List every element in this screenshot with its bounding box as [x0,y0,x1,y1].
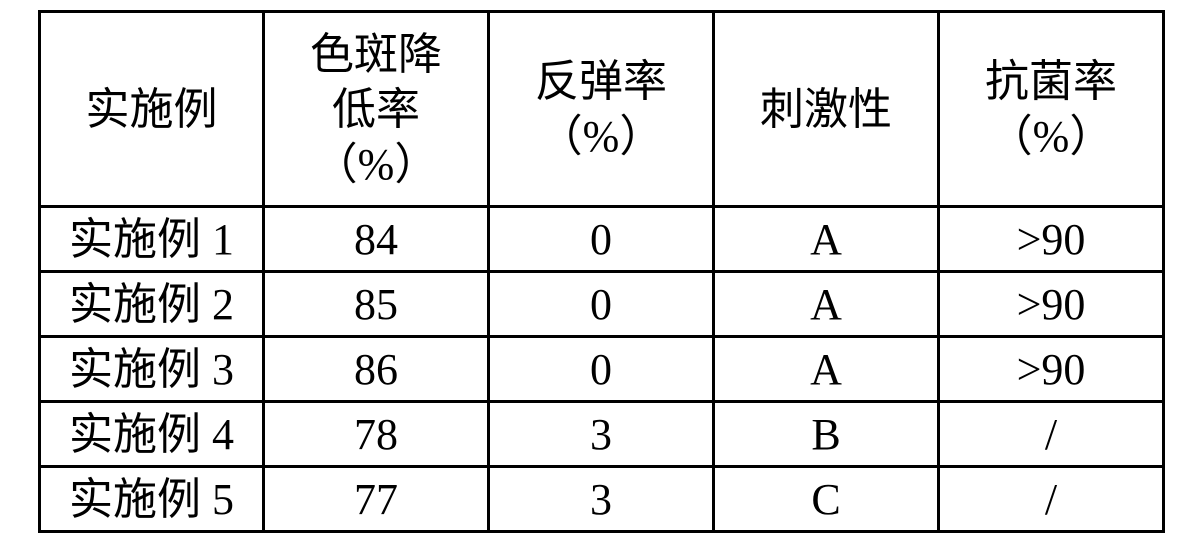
cell: 3 [489,467,714,532]
table-row: 实施例 3 86 0 A >90 [40,337,1164,402]
cell: >90 [939,337,1164,402]
cell: / [939,402,1164,467]
data-table: 实施例 色斑降低率（%） 反弹率（%） 刺激性 抗菌率（%） 实施例 1 84 … [38,10,1165,533]
col-header: 实施例 [40,12,264,207]
cell: 实施例 5 [40,467,264,532]
cell: 3 [489,402,714,467]
cell: 0 [489,272,714,337]
cell: A [714,207,939,272]
cell: C [714,467,939,532]
cell: 85 [264,272,489,337]
cell: 78 [264,402,489,467]
col-header: 色斑降低率（%） [264,12,489,207]
cell: B [714,402,939,467]
cell: 84 [264,207,489,272]
cell: >90 [939,272,1164,337]
table-row: 实施例 5 77 3 C / [40,467,1164,532]
cell: >90 [939,207,1164,272]
cell: 0 [489,337,714,402]
cell: 实施例 3 [40,337,264,402]
cell: 0 [489,207,714,272]
cell: 77 [264,467,489,532]
col-header: 反弹率（%） [489,12,714,207]
col-header: 刺激性 [714,12,939,207]
table-row: 实施例 4 78 3 B / [40,402,1164,467]
table-row: 实施例 2 85 0 A >90 [40,272,1164,337]
cell: 实施例 1 [40,207,264,272]
page-container: 实施例 色斑降低率（%） 反弹率（%） 刺激性 抗菌率（%） 实施例 1 84 … [0,0,1199,554]
cell: A [714,337,939,402]
table-row: 实施例 1 84 0 A >90 [40,207,1164,272]
cell: / [939,467,1164,532]
cell: A [714,272,939,337]
col-header: 抗菌率（%） [939,12,1164,207]
cell: 实施例 4 [40,402,264,467]
table-header-row: 实施例 色斑降低率（%） 反弹率（%） 刺激性 抗菌率（%） [40,12,1164,207]
cell: 实施例 2 [40,272,264,337]
cell: 86 [264,337,489,402]
